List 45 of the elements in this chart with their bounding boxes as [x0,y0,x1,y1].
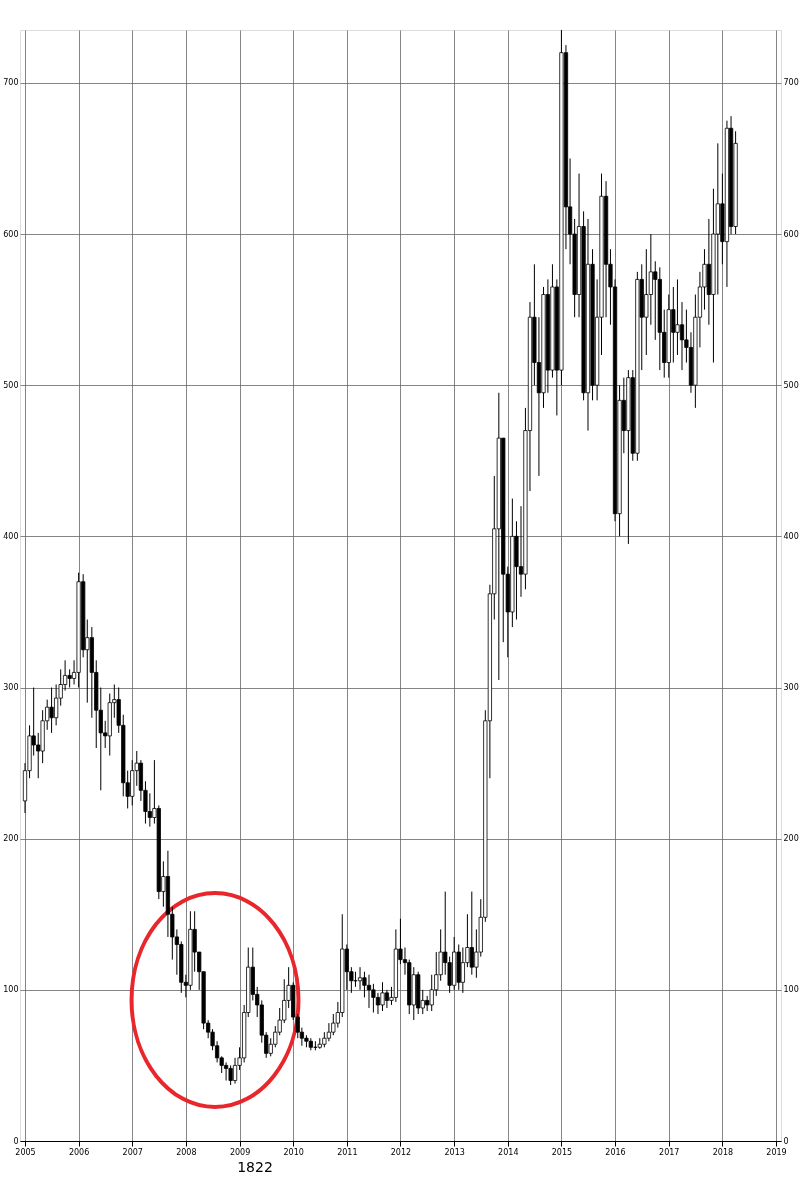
x-tick-label: 2009 [229,1147,251,1157]
candlestick [380,981,385,1012]
x-tick-label: 2007 [122,1147,143,1157]
x-tick-label: 2011 [337,1147,358,1157]
candlestick [460,947,465,994]
y2-tick-label: 100 [783,985,799,995]
x-tick-label: 2018 [712,1147,734,1157]
y-tick-label: 100 [3,985,19,995]
y-tick-label: 400 [3,531,19,541]
candlestick [49,687,54,734]
y2-tick-label: 300 [783,683,799,693]
y2-tick-label: 600 [783,229,799,239]
x-tick-label: 2019 [766,1147,787,1157]
y2-tick-label: 700 [783,78,799,88]
y-tick-label: 600 [3,229,19,239]
candlestick [232,1057,238,1085]
x-tick-label: 2016 [605,1147,626,1157]
y-tick-label: 200 [3,834,19,844]
x-tick-label: 2010 [283,1147,304,1157]
candlestick [679,301,685,371]
y-tick-label: 500 [3,380,19,390]
candlestick [67,668,72,689]
x-tick-label: 2017 [659,1147,680,1157]
y2-tick-label: 200 [783,834,799,844]
x-tick-label: 2015 [551,1147,573,1157]
y-tick-label: 300 [3,683,19,693]
y2-tick-label: 0 [783,1136,789,1146]
y-tick-label: 0 [13,1136,19,1146]
x-tick-label: 2012 [390,1147,412,1157]
y2-tick-label: 500 [783,380,799,390]
x-tick-label: 2008 [176,1147,197,1157]
candlestick [366,974,372,1009]
y2-tick-label: 400 [783,531,799,541]
candlestick [384,989,390,1009]
x-tick-label: 2014 [498,1147,519,1157]
x-tick-label: 2005 [15,1147,36,1157]
candlestick [357,966,363,991]
x-tick-label: 2006 [68,1147,90,1157]
text: 1822 [237,1159,273,1175]
candlestick [675,278,680,356]
candlestick [223,1061,229,1082]
x-tick-label: 2013 [444,1147,465,1157]
y-tick-label: 700 [3,78,19,88]
candlestick [375,992,381,1015]
candlestick [228,1064,233,1086]
